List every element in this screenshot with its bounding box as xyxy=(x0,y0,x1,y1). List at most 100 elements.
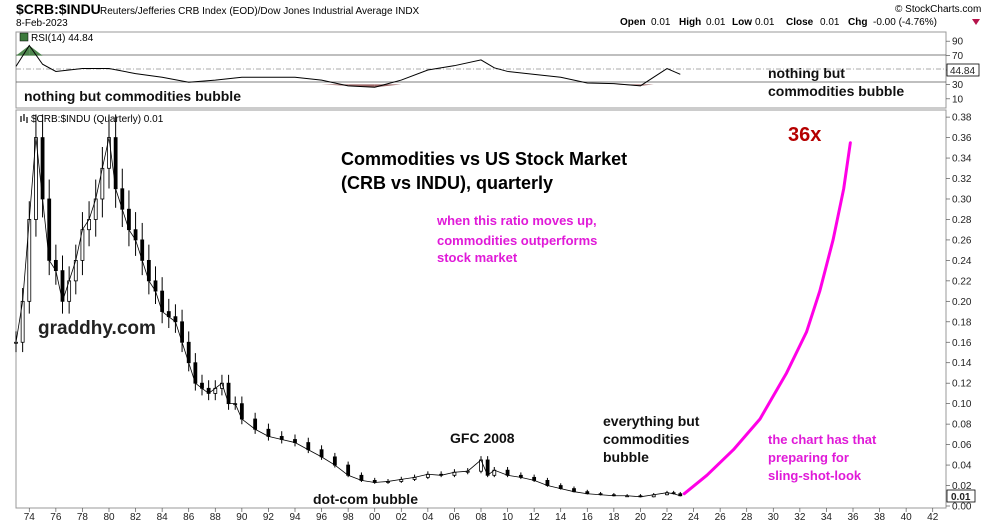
y-tick-label: 0.18 xyxy=(952,317,972,328)
slingshot-note-line2: preparing for xyxy=(768,450,849,465)
x-tick-label: 08 xyxy=(475,512,487,523)
rsi-tick-label: 10 xyxy=(952,94,964,105)
brand-label: © StockCharts.com xyxy=(895,4,981,15)
ratio-note-line1: when this ratio moves up, xyxy=(436,213,597,228)
main-legend: $CRB:$INDU (Quarterly) 0.01 xyxy=(20,114,164,125)
x-tick-label: 32 xyxy=(794,512,806,523)
rsi-tick-label: 90 xyxy=(952,37,964,48)
chg-value: -0.00 (-4.76%) xyxy=(873,17,937,28)
y-tick-label: 0.08 xyxy=(952,420,972,431)
y-tick-label: 0.22 xyxy=(952,276,972,287)
x-tick-label: 06 xyxy=(449,512,461,523)
ratio-candle xyxy=(253,418,258,430)
open-label: Open xyxy=(620,17,646,28)
main-current-badge: 0.01 xyxy=(951,492,971,503)
main-current-badge-box xyxy=(946,489,976,503)
x-tick-label: 96 xyxy=(316,512,328,523)
x-tick-label: 04 xyxy=(422,512,434,523)
y-tick-label: 0.04 xyxy=(952,461,972,472)
x-tick-label: 80 xyxy=(103,512,115,523)
right-note-line1: nothing but xyxy=(768,65,845,81)
everything-note-line3: bubble xyxy=(603,449,649,465)
projection-group xyxy=(682,141,852,496)
everything-note-line2: commodities xyxy=(603,431,690,447)
open-value: 0.01 xyxy=(651,17,671,28)
ohlc-readout: Open 0.01 High 0.01 Low 0.01 Close 0.01 … xyxy=(620,17,980,28)
y-tick-label: 0.14 xyxy=(952,358,972,369)
rsi-legend-swatch xyxy=(19,32,29,42)
main-legend-text: $CRB:$INDU (Quarterly) 0.01 xyxy=(31,114,164,125)
multiplier-label: 36x xyxy=(788,124,821,146)
chg-down-icon xyxy=(972,19,980,25)
chart-title-line2: (CRB vs INDU), quarterly xyxy=(341,173,553,193)
x-tick-label: 74 xyxy=(24,512,36,523)
projection-curve xyxy=(682,141,852,496)
y-tick-label: 0.28 xyxy=(952,215,972,226)
ratio-candle xyxy=(14,341,18,344)
y-tick-label: 0.00 xyxy=(952,502,972,513)
slingshot-note-line1: the chart has that xyxy=(768,432,877,447)
rsi-legend-text: RSI(14) 44.84 xyxy=(31,33,94,44)
y-tick-label: 0.10 xyxy=(952,399,972,410)
y-tick-label: 0.36 xyxy=(952,133,972,144)
y-tick-label: 0.34 xyxy=(952,154,972,165)
close-value: 0.01 xyxy=(820,17,840,28)
ratio-note-line3: stock market xyxy=(437,250,518,265)
x-tick-label: 36 xyxy=(847,512,859,523)
x-tick-label: 76 xyxy=(50,512,62,523)
x-tick-label: 38 xyxy=(874,512,886,523)
x-tick-label: 10 xyxy=(502,512,514,523)
x-tick-label: 92 xyxy=(263,512,275,523)
ratio-candle xyxy=(319,449,324,458)
rsi-oversold-fill xyxy=(640,84,654,86)
ratio-candle xyxy=(332,456,337,466)
y-tick-label: 0.24 xyxy=(952,256,972,267)
dotcom-label: dot-com bubble xyxy=(313,491,418,507)
everything-note-line1: everything but xyxy=(603,413,700,429)
watermark: graddhy.com xyxy=(38,318,156,339)
y-tick-label: 0.16 xyxy=(952,338,972,349)
ratio-line xyxy=(15,137,681,498)
high-value: 0.01 xyxy=(706,17,726,28)
x-tick-label: 18 xyxy=(608,512,620,523)
right-note-line2: commodities bubble xyxy=(768,83,904,99)
ratio-series-group xyxy=(14,114,683,498)
x-tick-label: 88 xyxy=(210,512,222,523)
x-tick-label: 00 xyxy=(369,512,381,523)
ratio-candle xyxy=(346,464,351,476)
y-tick-label: 0.12 xyxy=(952,379,972,390)
rsi-legend: RSI(14) 44.84 xyxy=(19,32,94,44)
x-tick-label: 90 xyxy=(236,512,248,523)
x-tick-label: 22 xyxy=(661,512,673,523)
x-tick-label: 30 xyxy=(768,512,780,523)
ratio-note-line2: commodities outperforms xyxy=(437,233,597,248)
x-tick-label: 98 xyxy=(343,512,355,523)
chart-description: Reuters/Jefferies CRB Index (EOD)/Dow Jo… xyxy=(100,6,420,17)
rsi-tick-label: 30 xyxy=(952,80,964,91)
y-tick-label: 0.06 xyxy=(952,440,972,451)
close-label: Close xyxy=(786,17,814,28)
x-tick-label: 26 xyxy=(715,512,727,523)
y-tick-label: 0.26 xyxy=(952,235,972,246)
x-tick-label: 28 xyxy=(741,512,753,523)
x-tick-label: 24 xyxy=(688,512,700,523)
rsi-series-group xyxy=(15,44,681,88)
x-tick-label: 16 xyxy=(582,512,594,523)
rsi-panel-note: nothing but commodities bubble xyxy=(24,88,241,104)
ratio-candle xyxy=(306,442,311,451)
x-tick-label: 12 xyxy=(529,512,541,523)
x-tick-label: 82 xyxy=(130,512,142,523)
rsi-tick-label: 70 xyxy=(952,51,964,62)
y-tick-label: 0.20 xyxy=(952,297,972,308)
rsi-current-badge: 44.84 xyxy=(950,66,975,77)
x-tick-label: 40 xyxy=(901,512,913,523)
rsi-line xyxy=(15,44,681,88)
y-tick-label: 0.38 xyxy=(952,113,972,124)
high-label: High xyxy=(679,17,701,28)
main-panel-frame xyxy=(15,109,947,509)
y-tick-label: 0.32 xyxy=(952,174,972,185)
chart-symbol: $CRB:$INDU xyxy=(16,1,101,17)
ratio-candle xyxy=(266,428,271,437)
low-value: 0.01 xyxy=(755,17,775,28)
